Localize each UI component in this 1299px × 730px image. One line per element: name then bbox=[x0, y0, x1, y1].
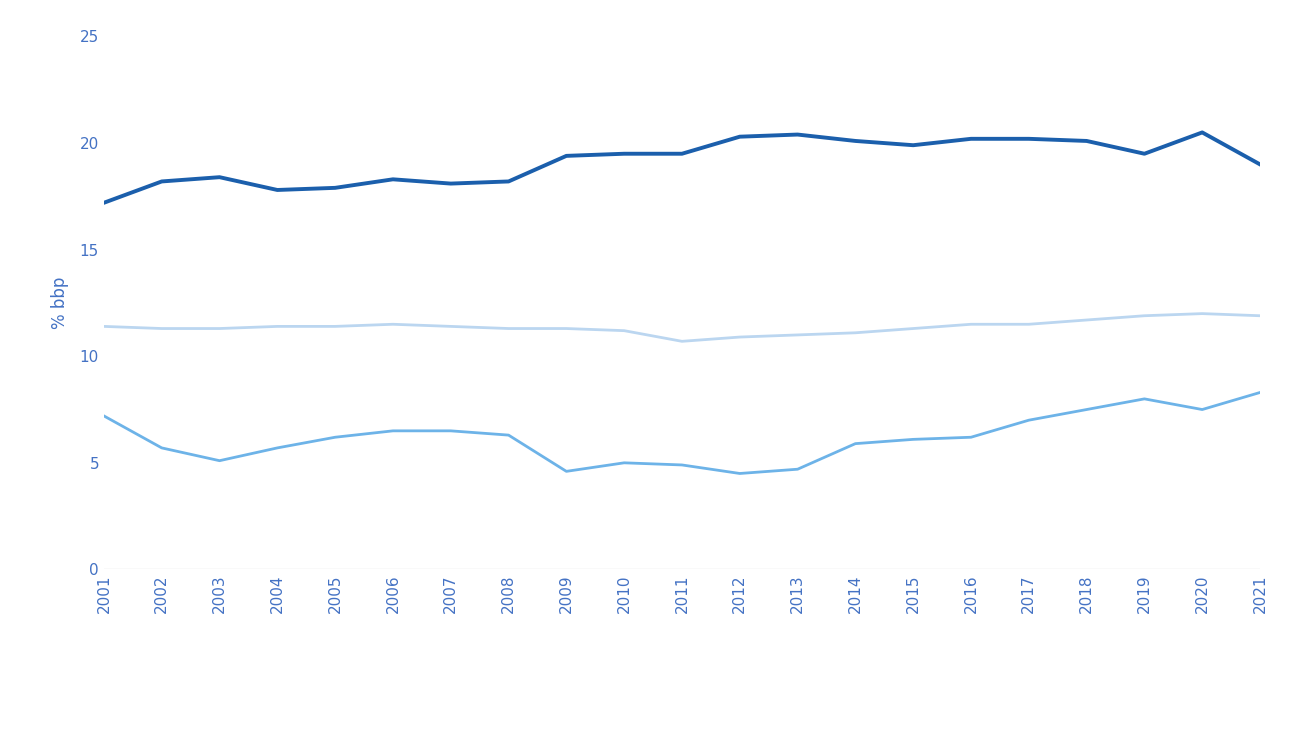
Consumptie bbox=[1137, 312, 1152, 320]
Consumptie bbox=[212, 324, 227, 333]
Consumptie bbox=[616, 326, 631, 335]
Kapitaal bbox=[269, 444, 284, 453]
Arbeid bbox=[790, 130, 805, 139]
Arbeid bbox=[1021, 134, 1037, 143]
Consumptie bbox=[1078, 315, 1094, 324]
Kapitaal bbox=[153, 444, 169, 453]
Consumptie bbox=[1021, 320, 1037, 328]
Arbeid bbox=[559, 152, 574, 161]
Y-axis label: % bbp: % bbp bbox=[51, 277, 69, 329]
Legend: Arbeid, Kapitaal, Consumptie: Arbeid, Kapitaal, Consumptie bbox=[460, 726, 904, 730]
Kapitaal bbox=[674, 461, 690, 469]
Consumptie bbox=[674, 337, 690, 346]
Line: Kapitaal: Kapitaal bbox=[104, 393, 1260, 474]
Arbeid bbox=[1252, 160, 1268, 169]
Consumptie bbox=[443, 322, 459, 331]
Kapitaal bbox=[731, 469, 747, 478]
Arbeid bbox=[963, 134, 978, 143]
Arbeid bbox=[905, 141, 921, 150]
Consumptie bbox=[963, 320, 978, 328]
Kapitaal bbox=[847, 439, 863, 448]
Kapitaal bbox=[500, 431, 516, 439]
Consumptie bbox=[385, 320, 400, 328]
Arbeid bbox=[500, 177, 516, 186]
Kapitaal bbox=[1194, 405, 1209, 414]
Arbeid bbox=[847, 137, 863, 145]
Arbeid bbox=[327, 183, 343, 192]
Kapitaal bbox=[212, 456, 227, 465]
Arbeid bbox=[1078, 137, 1094, 145]
Arbeid bbox=[269, 185, 284, 194]
Kapitaal bbox=[385, 426, 400, 435]
Kapitaal bbox=[616, 458, 631, 467]
Consumptie bbox=[96, 322, 112, 331]
Arbeid bbox=[1194, 128, 1209, 137]
Kapitaal bbox=[790, 465, 805, 474]
Arbeid bbox=[96, 199, 112, 207]
Arbeid bbox=[385, 175, 400, 184]
Consumptie bbox=[790, 331, 805, 339]
Arbeid bbox=[616, 150, 631, 158]
Consumptie bbox=[559, 324, 574, 333]
Kapitaal bbox=[1137, 394, 1152, 403]
Arbeid bbox=[1137, 150, 1152, 158]
Consumptie bbox=[731, 333, 747, 342]
Arbeid bbox=[731, 132, 747, 141]
Kapitaal bbox=[559, 467, 574, 476]
Consumptie bbox=[153, 324, 169, 333]
Kapitaal bbox=[1078, 405, 1094, 414]
Arbeid bbox=[153, 177, 169, 186]
Kapitaal bbox=[963, 433, 978, 442]
Kapitaal bbox=[443, 426, 459, 435]
Kapitaal bbox=[1252, 388, 1268, 397]
Consumptie bbox=[1194, 310, 1209, 318]
Kapitaal bbox=[96, 412, 112, 420]
Consumptie bbox=[905, 324, 921, 333]
Arbeid bbox=[443, 179, 459, 188]
Kapitaal bbox=[1021, 416, 1037, 425]
Consumptie bbox=[1252, 312, 1268, 320]
Consumptie bbox=[500, 324, 516, 333]
Consumptie bbox=[847, 328, 863, 337]
Kapitaal bbox=[327, 433, 343, 442]
Line: Consumptie: Consumptie bbox=[104, 314, 1260, 342]
Consumptie bbox=[269, 322, 284, 331]
Arbeid bbox=[212, 173, 227, 182]
Arbeid bbox=[674, 150, 690, 158]
Line: Arbeid: Arbeid bbox=[104, 132, 1260, 203]
Kapitaal bbox=[905, 435, 921, 444]
Consumptie bbox=[327, 322, 343, 331]
